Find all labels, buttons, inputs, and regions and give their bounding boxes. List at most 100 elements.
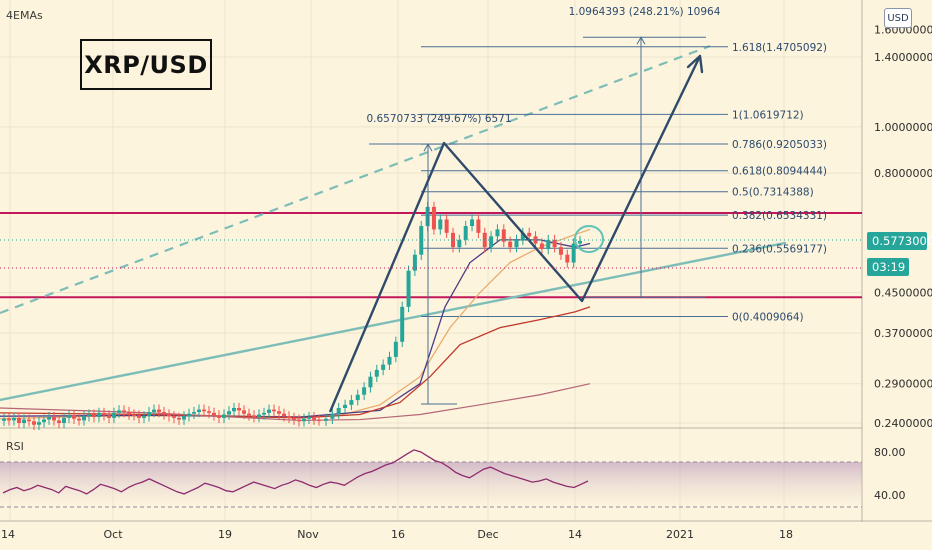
candle-body	[112, 412, 116, 418]
candle-body	[312, 417, 316, 420]
candle-body	[393, 341, 398, 357]
price-tick-label: 1.4000000	[874, 51, 932, 64]
candle-body	[157, 409, 161, 413]
price-axis-labels: 1.4000000 1.0000000 0.8000000 0.4500000 0.37…	[874, 23, 932, 430]
candle-body	[102, 412, 106, 416]
projection-arrowhead	[686, 54, 704, 74]
candle-body	[107, 415, 111, 418]
candle-body	[97, 412, 101, 418]
projection-path[interactable]	[328, 55, 702, 413]
candle-body	[2, 418, 6, 421]
candle-body	[307, 417, 311, 419]
candle-body	[578, 240, 582, 244]
candle-body	[508, 241, 513, 248]
candle-body	[387, 356, 392, 365]
candle-body	[438, 219, 443, 230]
candle-body	[362, 387, 367, 395]
candle-body	[227, 411, 231, 415]
candle-body	[302, 418, 306, 422]
candle-body	[212, 412, 216, 416]
fib-level-label: 0.786(0.9205033)	[732, 139, 827, 151]
candle-body	[272, 409, 276, 412]
candle-body	[470, 219, 475, 227]
candle-body	[374, 369, 379, 377]
candle-body	[82, 416, 86, 421]
candle-body	[495, 229, 500, 237]
measure-arrow	[423, 143, 433, 152]
candle-body	[444, 219, 449, 233]
rsi-line	[2, 449, 589, 495]
candle-body	[92, 414, 96, 418]
candle-body	[539, 243, 544, 250]
time-tick-label: 14	[1, 528, 15, 541]
rsi-tick-label: 80.00	[874, 446, 906, 459]
price-tick-label: 0.2900000	[874, 378, 932, 391]
price-tick-label: 0.4500000	[874, 287, 932, 300]
candle-body	[501, 229, 506, 242]
candle-body	[520, 232, 525, 240]
candle-body	[182, 416, 186, 420]
candle-body	[533, 236, 538, 244]
candle-body	[47, 417, 51, 420]
candle-body	[292, 417, 296, 420]
candle-body	[558, 247, 563, 255]
candle-body	[67, 415, 71, 418]
fib-level-label: 0(0.4009064)	[732, 312, 804, 324]
candle-body	[237, 407, 241, 411]
rsi-pane-label[interactable]: RSI	[6, 440, 24, 453]
candle-body	[32, 421, 36, 425]
candle-body	[117, 410, 121, 413]
candle-body	[317, 419, 321, 422]
candle-body	[262, 412, 266, 415]
time-tick-label: Nov	[297, 528, 319, 541]
measure-label: 0.6570733 (249.67%) 6571	[366, 113, 511, 125]
candle-body	[381, 364, 386, 370]
time-tick-label: 19	[218, 528, 232, 541]
ema-line	[0, 383, 591, 422]
moving-averages	[0, 228, 591, 422]
symbol-text: XRP/USD	[84, 50, 208, 79]
candle-body	[122, 410, 126, 413]
horizontal-levels[interactable]	[0, 212, 862, 299]
indicator-label[interactable]: 4EMAs	[6, 9, 43, 22]
measurement-tools[interactable]: 0.6570733 (249.67%) 6571 1.0964393 (248.2…	[366, 6, 721, 405]
candle-body	[217, 415, 221, 418]
candle-body	[17, 417, 21, 423]
trendline-dashed[interactable]	[0, 44, 711, 315]
candle-body	[12, 417, 16, 421]
currency-button[interactable]: USD	[884, 8, 912, 28]
countdown-tag: 03:19	[867, 258, 909, 276]
time-tick-label: Dec	[477, 528, 498, 541]
candle-body	[62, 417, 66, 423]
candle-body	[207, 411, 211, 413]
highlight-ellipse[interactable]	[574, 225, 604, 253]
symbol-box[interactable]: XRP/USD	[80, 39, 212, 90]
candle-body	[282, 413, 286, 417]
candle-body	[72, 415, 76, 419]
time-tick-label: 16	[391, 528, 405, 541]
candle-body	[27, 419, 31, 422]
rsi-band	[0, 462, 862, 507]
price-tick-label: 0.3700000	[874, 327, 932, 340]
candle-body	[368, 376, 373, 388]
price-tick-label: 1.0000000	[874, 121, 932, 134]
candle-body	[192, 412, 196, 414]
rsi-tick-label: 40.00	[874, 489, 906, 502]
candle-body	[52, 417, 56, 421]
price-tick-label: 0.2400000	[874, 417, 932, 430]
candle-body	[406, 270, 411, 307]
trendline-solid[interactable]	[0, 241, 787, 402]
candle-body	[400, 306, 405, 342]
candle-body	[349, 400, 354, 405]
price-tick-label: 0.8000000	[874, 167, 932, 180]
candle-body	[457, 239, 462, 248]
candle-body	[7, 418, 11, 421]
fib-retracement[interactable]: 1.618(1.4705092) 1(1.0619712) 0.786(0.9205…	[369, 42, 827, 324]
candle-body	[152, 409, 156, 413]
candle-body	[552, 239, 557, 248]
candle-body	[330, 413, 335, 419]
candle-body	[527, 232, 532, 237]
candle-body	[571, 243, 576, 263]
candle-body	[162, 412, 166, 415]
